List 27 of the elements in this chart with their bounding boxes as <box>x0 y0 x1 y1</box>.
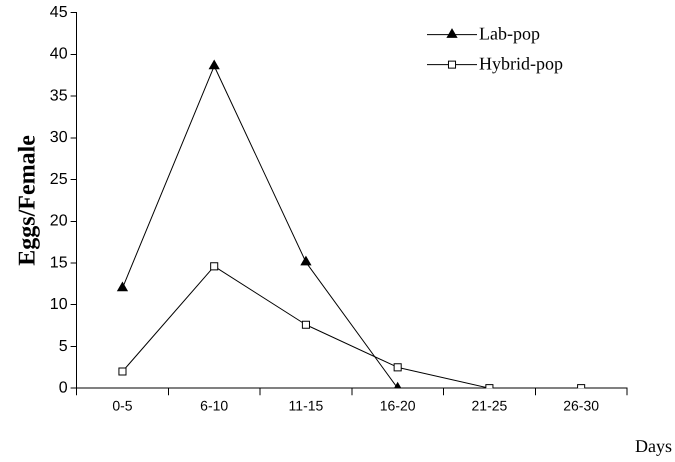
point <box>117 282 128 292</box>
y-tick-label: 20 <box>50 212 68 230</box>
y-tick-label: 40 <box>50 46 68 63</box>
legend-label: Hybrid-pop <box>479 53 563 74</box>
x-tick-label: 11-15 <box>288 397 324 414</box>
x-axis-title: Days <box>635 436 672 456</box>
y-tick-label: 0 <box>58 380 68 397</box>
point <box>210 262 218 270</box>
point <box>208 60 220 70</box>
point <box>300 256 312 266</box>
y-tick-label: 45 <box>50 4 68 22</box>
x-tick-label: 6-10 <box>200 397 228 414</box>
y-tick-label: 35 <box>50 87 68 104</box>
point <box>118 367 126 376</box>
y-tick-label: 10 <box>50 296 68 314</box>
y-tick-label: 25 <box>50 170 68 188</box>
x-tick-label: 21-25 <box>471 397 508 414</box>
y-tick-label: 5 <box>58 338 68 355</box>
y-tick-label: 15 <box>50 254 68 272</box>
x-tick-label: 16-20 <box>380 397 416 414</box>
legend-label: Lab-pop <box>479 23 540 44</box>
x-tick-label: 0-5 <box>112 397 133 414</box>
y-axis-title: Eggs/Female <box>14 134 41 266</box>
point <box>394 363 402 372</box>
y-tick-label: 30 <box>50 129 68 146</box>
point <box>302 320 310 329</box>
x-tick-label: 26-30 <box>563 397 600 414</box>
